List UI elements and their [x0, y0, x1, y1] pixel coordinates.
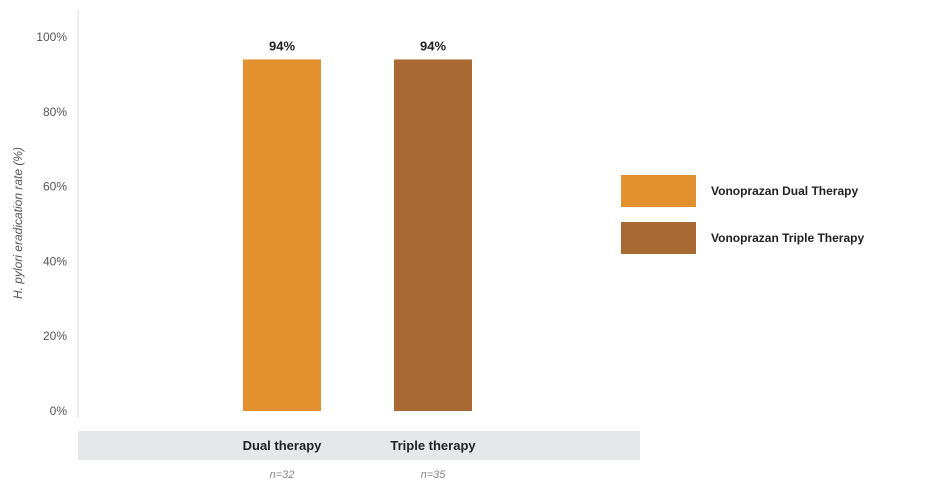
- x-tick-label: Triple therapy: [390, 438, 476, 453]
- bar: [394, 59, 472, 411]
- y-tick-label: 100%: [36, 30, 67, 44]
- bars: 94% Dual therapy n=32 94% Triple therapy n=35: [243, 38, 477, 481]
- y-ticks: 0% 20% 40% 60% 80% 100%: [36, 30, 67, 418]
- legend-swatch: [621, 222, 696, 254]
- legend-label: Vonoprazan Dual Therapy: [711, 184, 858, 198]
- sample-size-label: n=35: [421, 469, 447, 481]
- bar: [243, 59, 321, 411]
- legend-label: Vonoprazan Triple Therapy: [711, 231, 864, 245]
- legend: Vonoprazan Dual Therapy Vonoprazan Triple…: [621, 175, 864, 254]
- y-tick-label: 20%: [43, 329, 67, 343]
- y-tick-label: 60%: [43, 180, 67, 194]
- data-label: 94%: [420, 38, 446, 53]
- sample-size-label: n=32: [270, 469, 295, 481]
- y-tick-label: 40%: [43, 254, 67, 268]
- data-label: 94%: [269, 38, 295, 53]
- category-band: [78, 431, 640, 460]
- y-tick-label: 0%: [50, 404, 68, 418]
- y-tick-label: 80%: [43, 105, 67, 119]
- legend-swatch: [621, 175, 696, 207]
- y-axis-label: H. pylori eradication rate (%): [11, 147, 25, 299]
- x-tick-label: Dual therapy: [243, 438, 323, 453]
